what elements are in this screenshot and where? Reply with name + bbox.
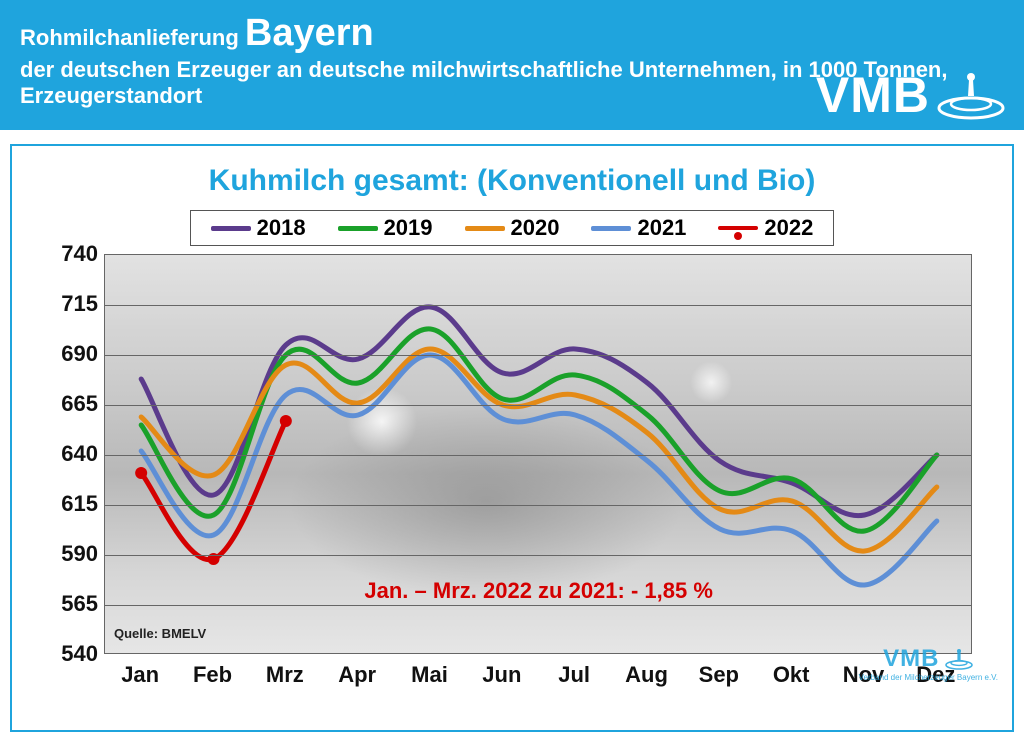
legend-item-2022: 2022 — [718, 215, 813, 241]
legend-label: 2022 — [764, 215, 813, 241]
xtick-label: Feb — [193, 662, 232, 688]
legend-label: 2018 — [257, 215, 306, 241]
legend-swatch — [338, 226, 378, 231]
gridline — [105, 455, 971, 456]
xtick-label: Mrz — [266, 662, 304, 688]
legend-item-2018: 2018 — [211, 215, 306, 241]
xtick-label: Jul — [558, 662, 590, 688]
header-region: Bayern — [245, 12, 374, 54]
ytick-label: 540 — [42, 641, 98, 667]
xtick-label: Jan — [121, 662, 159, 688]
xtick-label: Jun — [482, 662, 521, 688]
legend-swatch — [591, 226, 631, 231]
series-2019 — [141, 329, 937, 531]
xtick-label: Sep — [699, 662, 739, 688]
ytick-label: 590 — [42, 541, 98, 567]
gridline — [105, 405, 971, 406]
legend-swatch — [718, 226, 758, 230]
vmb-logo-small-sub: Verband der Milcherzeuger Bayern e.V. — [859, 673, 998, 682]
xtick-label: Okt — [773, 662, 810, 688]
ytick-label: 740 — [42, 241, 98, 267]
legend-item-2021: 2021 — [591, 215, 686, 241]
ytick-label: 615 — [42, 491, 98, 517]
legend-label: 2019 — [384, 215, 433, 241]
ytick-label: 665 — [42, 391, 98, 417]
comparison-annotation: Jan. – Mrz. 2022 zu 2021: - 1,85 % — [364, 578, 713, 604]
legend-swatch — [465, 226, 505, 231]
header-title-line1: Rohmilchanlieferung Bayern — [20, 12, 1004, 55]
legend-item-2019: 2019 — [338, 215, 433, 241]
gridline — [105, 555, 971, 556]
ytick-label: 565 — [42, 591, 98, 617]
chart-container: Kuhmilch gesamt: (Konventionell und Bio)… — [10, 144, 1014, 732]
gridline — [105, 505, 971, 506]
ytick-label: 715 — [42, 291, 98, 317]
legend-label: 2021 — [637, 215, 686, 241]
series-marker — [135, 467, 147, 479]
milk-splash-icon — [936, 70, 1006, 120]
xtick-label: Aug — [625, 662, 668, 688]
ytick-label: 640 — [42, 441, 98, 467]
legend-item-2020: 2020 — [465, 215, 560, 241]
plot: 540565590615640665690715740JanFebMrzAprM… — [42, 254, 982, 694]
gridline — [105, 605, 971, 606]
legend-label: 2020 — [511, 215, 560, 241]
vmb-logo-text: VMB — [816, 66, 930, 124]
legend-swatch — [211, 226, 251, 231]
source-label: Quelle: BMELV — [114, 626, 206, 641]
series-marker — [280, 415, 292, 427]
header-banner: Rohmilchanlieferung Bayern der deutschen… — [0, 0, 1024, 130]
vmb-logo-top: VMB — [816, 66, 1006, 124]
chart-title: Kuhmilch gesamt: (Konventionell und Bio) — [22, 164, 1002, 198]
gridline — [105, 355, 971, 356]
gridline — [105, 305, 971, 306]
legend: 2018 2019 2020 2021 2022 — [190, 210, 835, 246]
ytick-label: 690 — [42, 341, 98, 367]
xtick-label: Apr — [338, 662, 376, 688]
header-prefix: Rohmilchanlieferung — [20, 25, 245, 50]
vmb-logo-small: VMBVerband der Milcherzeuger Bayern e.V. — [859, 645, 998, 682]
series-2020 — [141, 349, 937, 551]
vmb-logo-small-text: VMB — [883, 645, 973, 673]
xtick-label: Mai — [411, 662, 448, 688]
